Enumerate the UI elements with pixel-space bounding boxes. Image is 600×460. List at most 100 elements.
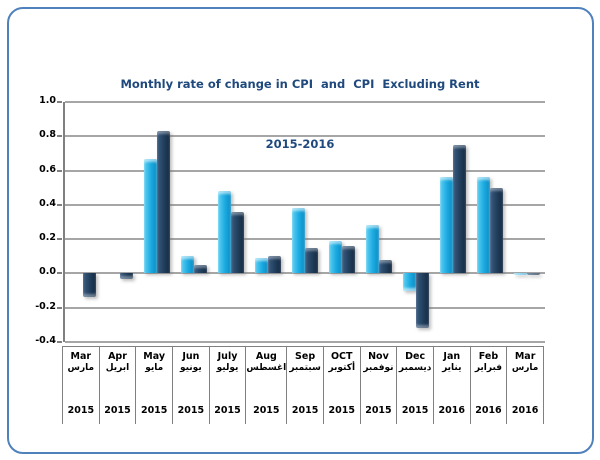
x-axis-cell-May-2015: May مايو 2015 <box>136 347 174 424</box>
bar-cpi-excluding-rent-Mar-2016 <box>526 273 540 276</box>
month-label-ar: مارس <box>511 363 539 373</box>
bar-cpi-July-2015 <box>218 191 232 274</box>
y-axis-label-0.4: 0.4 <box>39 197 56 209</box>
gridline-0.0 <box>65 272 545 275</box>
y-axis-label-0.0: 0.0 <box>39 266 56 278</box>
bar-cpi-excluding-rent-OCT-2015 <box>341 246 355 274</box>
x-axis-cell-Jun-2015: Jun يونيو 2015 <box>173 347 210 424</box>
gridline-0.6 <box>65 169 545 172</box>
month-label-en: Feb <box>478 351 499 362</box>
bar-cpi-Nov-2015 <box>365 225 379 274</box>
month-label-en: Apr <box>108 351 127 362</box>
y-axis-tick <box>57 238 62 241</box>
year-label: 2016 <box>475 405 502 416</box>
y-axis-label-0.2: 0.2 <box>39 232 56 244</box>
month-label-en: OCT <box>330 351 353 362</box>
year-label: 2016 <box>438 405 465 416</box>
bar-cpi-excluding-rent-Mar-2015 <box>83 273 97 298</box>
bar-cpi-Aug-2015 <box>255 258 269 274</box>
year-label: 2015 <box>214 405 241 416</box>
bar-groups <box>65 102 545 342</box>
x-axis-cell-OCT-2015: OCT أكتوبر 2015 <box>324 347 361 424</box>
bar-cpi-excluding-rent-Dec-2015 <box>415 273 429 329</box>
bar-group-Dec-2015 <box>397 102 434 342</box>
year-label: 2015 <box>291 405 319 416</box>
y-axis-label--0.2: -0.2 <box>35 300 56 312</box>
month-label-ar: يناير <box>442 363 462 373</box>
gridline--0.2 <box>65 306 545 309</box>
y-axis-tick <box>57 203 62 206</box>
chart-title-line1: Monthly rate of change in CPI and CPI Ex… <box>120 77 480 91</box>
x-axis-cell-Dec-2015: Dec ديسمبر 2015 <box>397 347 434 424</box>
x-axis-cell-Nov-2015: Nov نوفمبر 2015 <box>361 347 398 424</box>
month-label-en: Aug <box>255 351 277 362</box>
bar-cpi-excluding-rent-July-2015 <box>231 211 245 274</box>
month-label-en: Mar <box>70 351 92 362</box>
bar-cpi-excluding-rent-Aug-2015 <box>268 256 282 274</box>
month-label-en: May <box>143 351 166 362</box>
x-axis-cell-Sep-2015: Sep سبتمبر 2015 <box>287 347 324 424</box>
chart-title: Monthly rate of change in CPI and CPI Ex… <box>0 34 600 174</box>
bar-cpi-excluding-rent-Feb-2016 <box>489 187 503 274</box>
year-label: 2015 <box>140 405 168 416</box>
month-label-en: Sep <box>295 351 316 362</box>
month-label-ar: ديسمبر <box>398 363 432 373</box>
gridline-1.0 <box>65 101 545 103</box>
x-axis-cell-Feb-2016: Feb فبراير 2016 <box>471 347 508 424</box>
bar-cpi-excluding-rent-Sep-2015 <box>304 247 318 274</box>
gridline-0.2 <box>65 238 545 241</box>
bar-group-Jan-2016 <box>434 102 471 342</box>
bar-cpi-excluding-rent-Jun-2015 <box>194 264 208 274</box>
year-label: 2015 <box>328 405 355 416</box>
month-label-ar: مارس <box>67 363 95 373</box>
x-axis-cell-July-2015: July يوليو 2015 <box>210 347 247 424</box>
bar-cpi-Feb-2016 <box>476 177 490 274</box>
bar-group-May-2015 <box>139 102 176 342</box>
bar-cpi-excluding-rent-Nov-2015 <box>378 259 392 274</box>
month-label-en: Nov <box>368 351 389 362</box>
y-axis-label-1.0: 1.0 <box>39 95 56 106</box>
chart-title-line2: 2015-2016 <box>265 137 335 151</box>
month-label-ar: ابريل <box>105 363 130 373</box>
month-label-en: Dec <box>405 351 426 362</box>
month-label-ar: فبراير <box>474 363 503 373</box>
gridline-0.4 <box>65 203 545 206</box>
bar-group-Sep-2015 <box>287 102 324 342</box>
year-label: 2016 <box>511 405 539 416</box>
bar-group-Apr-2015 <box>102 102 139 342</box>
year-label: 2015 <box>67 405 95 416</box>
x-axis-cell-Mar-2016: Mar مارس 2016 <box>507 347 544 424</box>
y-axis-tick <box>57 101 62 103</box>
month-label-en: Jan <box>443 351 461 362</box>
gridline-0.8 <box>65 135 545 138</box>
bar-group-Jun-2015 <box>176 102 213 342</box>
bar-group-OCT-2015 <box>323 102 360 342</box>
y-axis-label--0.4: -0.4 <box>35 335 56 346</box>
bar-cpi-May-2015 <box>144 158 158 274</box>
bar-group-Nov-2015 <box>360 102 397 342</box>
gridline--0.4 <box>65 341 545 343</box>
x-axis-cell-Jan-2016: Jan يناير 2016 <box>434 347 471 424</box>
month-label-ar: أكتوبر <box>328 363 356 373</box>
month-label-ar: يونيو <box>179 363 202 373</box>
bar-cpi-Dec-2015 <box>402 273 416 291</box>
bar-group-Feb-2016 <box>471 102 508 342</box>
y-axis-tick <box>57 135 62 138</box>
month-label-en: July <box>217 351 238 362</box>
bar-cpi-Sep-2015 <box>291 208 305 274</box>
month-label-en: Jun <box>182 351 200 362</box>
y-axis-tick <box>57 272 62 275</box>
bar-cpi-Mar-2016 <box>513 273 527 276</box>
bar-cpi-excluding-rent-Jan-2016 <box>452 144 466 274</box>
bar-cpi-Jan-2016 <box>439 177 453 274</box>
y-axis-tick <box>57 341 62 343</box>
bar-group-July-2015 <box>213 102 250 342</box>
year-label: 2015 <box>253 405 280 416</box>
month-label-en: Mar <box>514 351 536 362</box>
bar-group-Mar-2015 <box>65 102 102 342</box>
year-label: 2015 <box>177 405 205 416</box>
year-label: 2015 <box>365 405 392 416</box>
y-axis-label-0.6: 0.6 <box>39 163 56 175</box>
x-axis-cell-Aug-2015: Aug اغسطس 2015 <box>246 347 288 424</box>
